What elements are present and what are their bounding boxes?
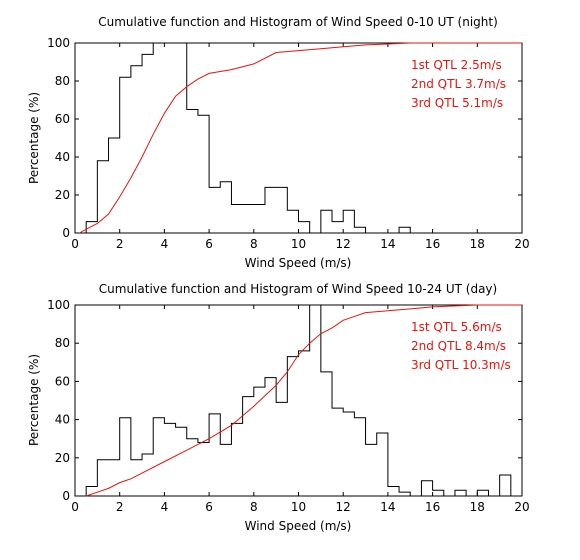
- y-tick-label: 80: [55, 74, 70, 88]
- y-tick-label: 100: [47, 36, 70, 50]
- x-tick-label: 6: [205, 237, 213, 251]
- x-tick-label: 16: [425, 237, 440, 251]
- x-tick-label: 6: [205, 500, 213, 514]
- x-ticks: 0 2 4 6 8 10 12 14 16 18 20: [71, 305, 530, 514]
- chart-title: Cumulative function and Histogram of Win…: [98, 15, 498, 29]
- cumulative-line: [79, 42, 522, 234]
- y-tick-label: 20: [55, 451, 70, 465]
- x-tick-label: 14: [380, 237, 395, 251]
- histogram-steps: [75, 304, 522, 497]
- y-tick-label: 0: [62, 489, 70, 503]
- x-tick-label: 12: [336, 500, 351, 514]
- x-tick-label: 2: [116, 237, 124, 251]
- chart-day: Cumulative function and Histogram of Win…: [27, 282, 530, 533]
- cumulative-line: [86, 304, 522, 497]
- x-axis-label: Wind Speed (m/s): [245, 519, 352, 533]
- histogram-steps: [75, 42, 522, 234]
- y-axis-label: Percentage (%): [27, 92, 41, 184]
- x-tick-label: 8: [250, 500, 258, 514]
- x-tick-label: 14: [380, 500, 395, 514]
- x-tick-label: 10: [291, 237, 306, 251]
- y-tick-label: 40: [55, 150, 70, 164]
- x-tick-label: 0: [71, 237, 79, 251]
- quantile-annotation: 1st QTL 5.6m/s: [411, 320, 502, 334]
- plot-area: [74, 42, 523, 234]
- x-tick-label: 12: [336, 237, 351, 251]
- quantile-annotation: 2nd QTL 3.7m/s: [411, 77, 506, 91]
- y-tick-label: 0: [62, 226, 70, 240]
- chart-night: Cumulative function and Histogram of Win…: [27, 15, 530, 270]
- quantile-annotations: 1st QTL 5.6m/s 2nd QTL 8.4m/s 3rd QTL 10.3…: [411, 320, 511, 372]
- y-axis-label: Percentage (%): [27, 354, 41, 446]
- x-ticks: 0 2 4 6 8 10 12 14 16 18 20: [71, 43, 530, 251]
- y-tick-label: 20: [55, 188, 70, 202]
- x-tick-label: 8: [250, 237, 258, 251]
- y-ticks: 0 20 40 60 80 100: [47, 298, 522, 503]
- x-tick-label: 4: [161, 237, 169, 251]
- x-tick-label: 2: [116, 500, 124, 514]
- y-tick-label: 80: [55, 336, 70, 350]
- quantile-annotation: 1st QTL 2.5m/s: [411, 58, 502, 72]
- quantile-annotation: 3rd QTL 5.1m/s: [411, 96, 503, 110]
- x-tick-label: 18: [470, 237, 485, 251]
- x-tick-label: 20: [514, 500, 529, 514]
- y-tick-label: 40: [55, 413, 70, 427]
- y-tick-label: 60: [55, 374, 70, 388]
- plot-area: [74, 304, 523, 497]
- x-tick-label: 18: [470, 500, 485, 514]
- y-ticks: 0 20 40 60 80 100: [47, 36, 522, 240]
- quantile-annotation: 2nd QTL 8.4m/s: [411, 339, 506, 353]
- y-tick-label: 100: [47, 298, 70, 312]
- x-tick-label: 4: [161, 500, 169, 514]
- chart-title: Cumulative function and Histogram of Win…: [99, 282, 497, 296]
- x-axis-label: Wind Speed (m/s): [245, 256, 352, 270]
- x-tick-label: 16: [425, 500, 440, 514]
- x-tick-label: 10: [291, 500, 306, 514]
- y-tick-label: 60: [55, 112, 70, 126]
- x-tick-label: 0: [71, 500, 79, 514]
- quantile-annotation: 3rd QTL 10.3m/s: [411, 358, 511, 372]
- quantile-annotations: 1st QTL 2.5m/s 2nd QTL 3.7m/s 3rd QTL 5.1m…: [411, 58, 506, 110]
- x-tick-label: 20: [514, 237, 529, 251]
